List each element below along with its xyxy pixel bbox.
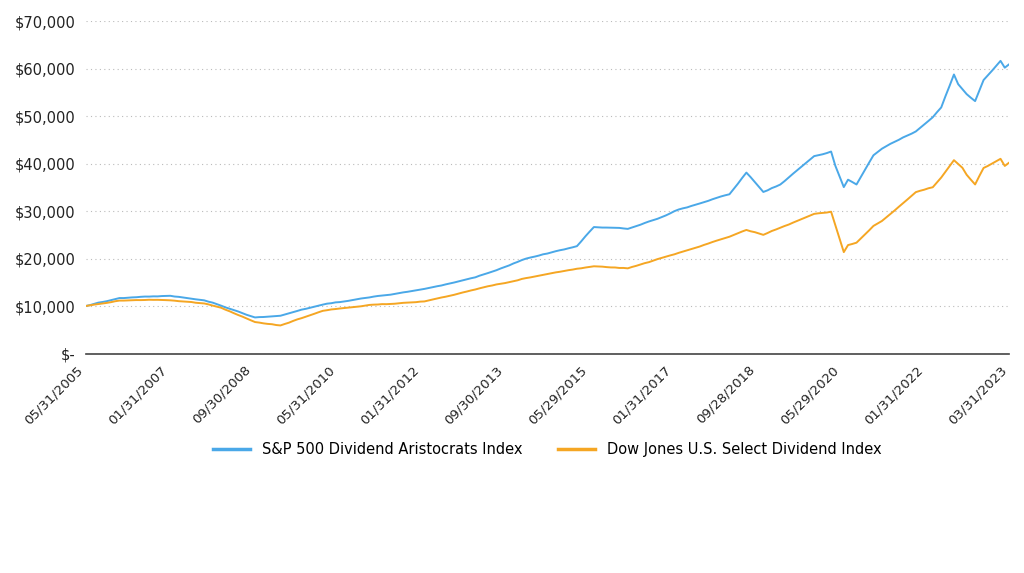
Legend: S&P 500 Dividend Aristocrats Index, Dow Jones U.S. Select Dividend Index: S&P 500 Dividend Aristocrats Index, Dow …: [208, 436, 887, 462]
